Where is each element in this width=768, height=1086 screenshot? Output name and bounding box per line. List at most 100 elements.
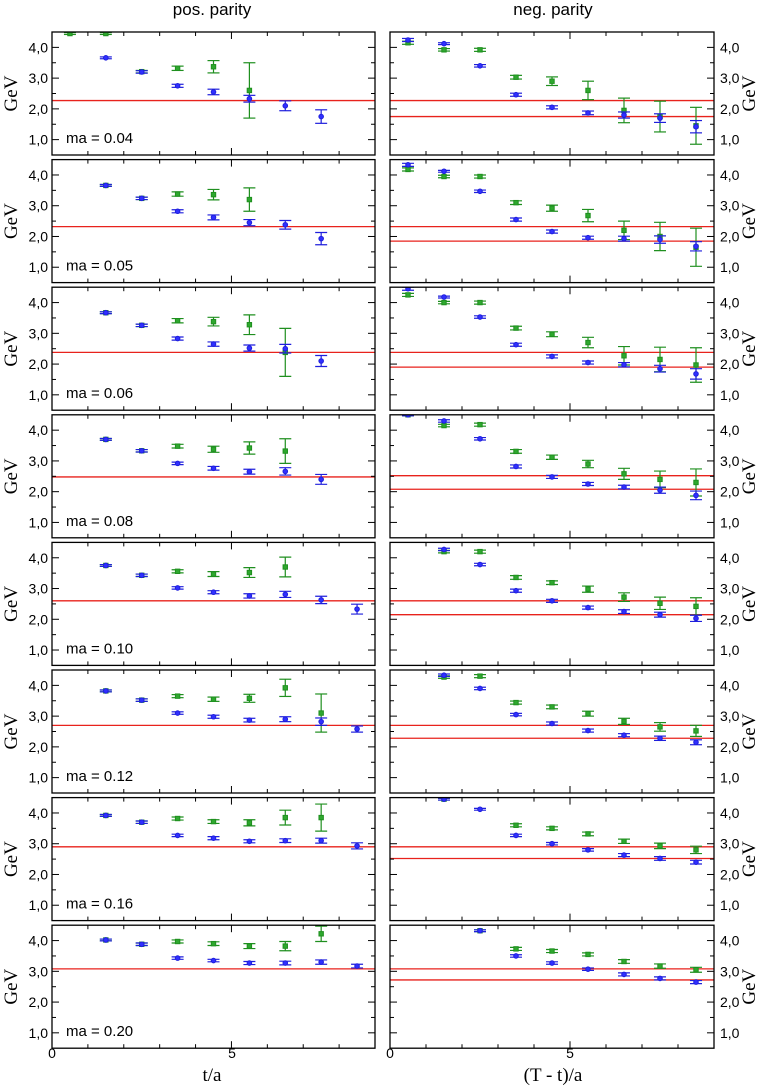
ytick-label: 4,0 xyxy=(720,933,740,949)
blue-point xyxy=(171,208,184,215)
ytick-label: 2,0 xyxy=(720,484,740,500)
green-point xyxy=(171,938,184,945)
marker-circle xyxy=(246,468,253,475)
marker-circle xyxy=(210,957,217,964)
marker-circle xyxy=(103,55,109,61)
panel: 1,0 2,0 3,0 4,0 GeV ma = 0.04 xyxy=(1,31,376,156)
blue-point xyxy=(351,842,364,850)
marker-square xyxy=(246,820,253,826)
marker-square xyxy=(585,831,591,837)
blue-point xyxy=(582,966,594,972)
marker-circle xyxy=(693,243,699,250)
marker-circle xyxy=(549,228,555,235)
marker-circle xyxy=(621,971,627,978)
green-point xyxy=(546,579,558,586)
blue-point xyxy=(510,463,522,470)
marker-circle xyxy=(693,371,699,377)
blue-point xyxy=(510,711,522,718)
panel-frame xyxy=(389,924,715,1049)
green-point xyxy=(438,47,450,53)
panel-content xyxy=(390,546,714,623)
blue-point xyxy=(135,941,148,948)
blue-point xyxy=(438,546,450,553)
ylabel: GeV xyxy=(1,330,22,366)
green-point xyxy=(171,443,184,449)
marker-circle xyxy=(693,615,699,622)
blue-point xyxy=(582,727,594,734)
marker-square xyxy=(246,695,253,701)
marker-circle xyxy=(441,168,447,175)
marker-square xyxy=(585,87,591,94)
ytick-label: 4,0 xyxy=(29,39,49,55)
green-point xyxy=(207,940,220,947)
blue-point xyxy=(618,361,630,368)
blue-point xyxy=(171,460,184,467)
marker-circle xyxy=(513,216,519,223)
ytick-label: 1,0 xyxy=(29,387,49,403)
panel: 1,0 2,0 3,0 4,0 GeV ma = 0.16 xyxy=(1,796,376,922)
blue-point xyxy=(474,561,486,568)
marker-square xyxy=(621,227,627,234)
green-point xyxy=(438,299,450,306)
marker-square xyxy=(441,299,447,306)
blue-point xyxy=(618,111,630,119)
panel-frame xyxy=(389,541,715,667)
marker-circle xyxy=(657,855,663,862)
marker-circle xyxy=(441,797,447,802)
green-point xyxy=(279,438,292,464)
marker-square xyxy=(477,548,483,555)
blue-point xyxy=(474,188,486,195)
blue-point xyxy=(690,490,702,501)
blue-point xyxy=(582,234,594,241)
panel-frame xyxy=(389,31,715,156)
blue-point xyxy=(243,960,256,966)
marker-circle xyxy=(477,927,483,934)
blue-point xyxy=(279,590,292,599)
marker-circle xyxy=(318,235,324,242)
ylabel: GeV xyxy=(739,968,760,1004)
green-point xyxy=(438,422,450,429)
ytick-label: 4,0 xyxy=(29,805,49,821)
marker-square xyxy=(282,685,288,691)
green-point xyxy=(510,822,522,828)
blue-point xyxy=(438,672,450,679)
blue-point xyxy=(654,364,666,373)
blue-point xyxy=(171,585,184,591)
ytick-label: 2,0 xyxy=(29,484,49,500)
blue-point xyxy=(135,819,148,826)
ytick-label: 2,0 xyxy=(720,866,740,882)
green-point xyxy=(618,838,630,845)
marker-square xyxy=(513,946,519,952)
panel-content xyxy=(52,556,375,615)
marker-circle xyxy=(103,812,109,819)
ytick-label: 2,0 xyxy=(720,994,740,1010)
blue-point xyxy=(207,713,220,720)
marker-circle xyxy=(585,234,591,241)
blue-point xyxy=(243,717,256,723)
blue-point xyxy=(546,104,558,111)
blue-point xyxy=(135,322,148,329)
blue-point xyxy=(243,468,256,475)
panel-row: 1,0 2,0 3,0 4,0 GeV ma = 0.05 1,0 2,0 3,0 4,0 GeV xyxy=(1,158,760,284)
marker-square xyxy=(693,728,699,734)
green-point xyxy=(582,831,594,837)
panel-content xyxy=(390,927,714,985)
ytick-label: 4,0 xyxy=(29,295,49,311)
green-point xyxy=(510,325,522,331)
blue-point xyxy=(315,717,328,726)
green-point xyxy=(279,940,292,952)
ytick-label: 1,0 xyxy=(29,259,49,275)
ytick-label: 4,0 xyxy=(720,805,740,821)
ytick-label: 1,0 xyxy=(720,770,740,786)
ytick-label: 2,0 xyxy=(29,994,49,1010)
marker-square xyxy=(318,814,324,821)
ytick-label: 3,0 xyxy=(29,836,49,852)
marker-circle xyxy=(513,711,519,718)
marker-circle xyxy=(693,492,699,499)
marker-circle xyxy=(138,195,145,202)
xtick-5-left: 5 xyxy=(228,1045,236,1061)
marker-circle xyxy=(621,732,627,738)
blue-point xyxy=(99,937,112,943)
marker-circle xyxy=(477,806,483,813)
blue-point xyxy=(279,467,292,476)
